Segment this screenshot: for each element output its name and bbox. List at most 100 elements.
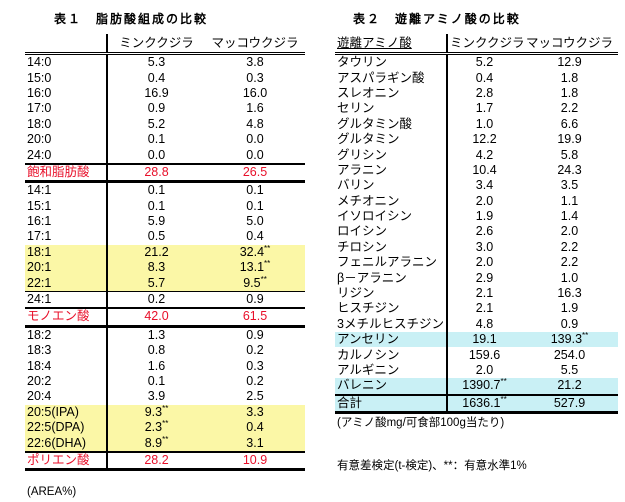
row-label: グルタミン [335,131,448,148]
row-label-value: ポリエン酸 [27,452,90,467]
row-label-value: アンセリン [337,332,400,347]
row-label-value: アスパラギン酸 [337,70,425,85]
minke-cell: 5.7 [107,275,205,292]
table-row: 16:1 5.9 5.0 [25,213,305,230]
table-row: 20:2 0.1 0.2 [25,373,305,390]
minke-cell: 42.0 [107,307,205,328]
sperm-cell: 24.3 [521,163,618,178]
row-label-value: スレオニン [337,85,400,100]
total-row: 合計 1636.1** 527.9 [335,393,618,414]
minke-cell-value: 5.7 [147,275,166,290]
minke-cell: 16.9 [107,86,205,101]
minke-cell: 2.1 [447,301,521,316]
row-label-value: 20:5(IPA) [27,404,79,419]
minke-cell-value: 1.0 [475,116,494,131]
table-row: 14:0 5.3 3.8 [25,53,305,71]
minke-cell: 10.4 [447,163,521,178]
header-sperm: マッコウクジラ [521,34,618,55]
minke-cell-value: 2.9 [475,270,494,285]
sperm-cell: 10.9 [205,450,305,472]
minke-cell: 0.1 [107,182,205,199]
minke-cell-value: 5.2 [475,55,494,70]
minke-cell-value: 0.1 [147,132,166,147]
significance-marker: ** [260,274,267,284]
significance-marker: ** [162,403,169,413]
sperm-cell-value: 0.9 [246,327,264,342]
minke-cell: 1.9 [447,209,521,224]
row-label: 3メチルヒスチジン [335,316,448,333]
table-row: タウリン 5.2 12.9 [335,53,618,71]
minke-cell: 28.2 [107,450,205,472]
row-label-value: 24:1 [27,292,52,307]
table-row: フェニルアラニン 2.0 2.2 [335,255,618,271]
sperm-cell-value: 12.9 [557,55,582,70]
sperm-cell: 0.9 [205,290,305,309]
minke-cell: 0.4 [447,70,521,85]
minke-cell-value: 2.3 [144,420,163,435]
table-row: 18:1 21.2 32.4** [25,243,305,261]
row-label-value: 15:0 [27,70,52,85]
minke-cell-value: 1390.7 [462,378,501,393]
row-label-value: カルノシン [337,347,400,362]
sperm-cell-value: 2.0 [560,224,579,239]
minke-cell: 1.3 [107,326,205,343]
row-label: 22:1 [25,275,108,292]
minke-cell-value: 0.4 [475,70,494,85]
row-label: 16:0 [25,85,108,102]
minke-cell-value: 2.1 [475,301,494,316]
minke-cell: 1.7 [447,101,521,116]
table-row: 20:0 0.1 0.0 [25,131,305,148]
sperm-cell-value: 139.3 [550,332,583,347]
minke-cell-value: 0.1 [147,374,166,388]
minke-cell: 0.2 [107,290,205,309]
table-row: β－アラニン 2.9 1.0 [335,270,618,286]
table2-title: 表２ 遊離アミノ酸の比較 [353,12,521,26]
minke-cell-value: 4.8 [475,316,494,331]
row-label-value: 22:6(DHA) [27,435,87,450]
sperm-cell-value: 1.1 [560,193,579,208]
sperm-cell: 0.1 [205,182,305,199]
table-row: ヒスチジン 2.1 1.9 [335,301,618,317]
sperm-cell-value: 0.3 [246,358,264,373]
table2-unit-note: (アミノ酸mg/可食部100g当たり) [337,417,505,429]
row-label: 18:3 [25,343,108,359]
significance-marker: ** [264,243,271,253]
minke-cell: 2.0 [447,194,521,209]
sperm-cell-value: 2.2 [560,255,579,270]
row-label: 16:1 [25,213,108,230]
sperm-cell: 26.5 [205,162,305,184]
significance-marker: ** [162,419,169,429]
sperm-cell-value: 1.0 [560,270,579,285]
minke-cell-value: 2.1 [475,286,494,301]
sperm-cell: 16.3 [521,286,618,301]
row-label: 22:6(DHA) [25,435,108,452]
minke-cell: 2.0 [447,363,521,378]
minke-cell-value: 9.3 [144,404,163,419]
row-label: グリシン [335,147,448,163]
sperm-cell: 1.6 [205,101,305,116]
table-row: 16:0 16.9 16.0 [25,85,305,102]
sperm-cell-value: 1.9 [560,301,579,316]
minke-cell-value: 19.1 [472,332,497,347]
sperm-cell: 0.4 [205,419,305,436]
sperm-cell: 5.0 [205,214,305,229]
amino-acid-table-body: タウリン 5.2 12.9 アスパラギン酸 0.4 1.8 スレオニン 2.8 1.8 セリン 1.… [335,53,618,414]
row-label: スレオニン [335,85,448,102]
row-label-value: イソロイシン [337,209,413,224]
row-label: 15:0 [25,70,108,86]
subtotal-row: 飽和脂肪酸 28.8 26.5 [25,162,305,184]
sperm-cell-value: 26.5 [242,164,268,179]
minke-cell-value: 0.2 [147,292,166,307]
row-label-value: チロシン [337,239,388,254]
sperm-cell-value: 61.5 [242,309,268,324]
row-label-value: 18:3 [27,343,52,358]
minke-cell: 5.2 [447,54,521,71]
row-label: カルノシン [335,347,448,363]
minke-cell-value: 10.4 [472,162,497,177]
sperm-cell: 0.3 [205,70,305,85]
table-row: チロシン 3.0 2.2 [335,239,618,256]
row-label-value: 14:1 [27,183,52,198]
row-label-value: 18:1 [27,244,52,259]
minke-cell: 0.1 [107,132,205,147]
table-row: 20:5(IPA) 9.3** 3.3 [25,403,305,420]
